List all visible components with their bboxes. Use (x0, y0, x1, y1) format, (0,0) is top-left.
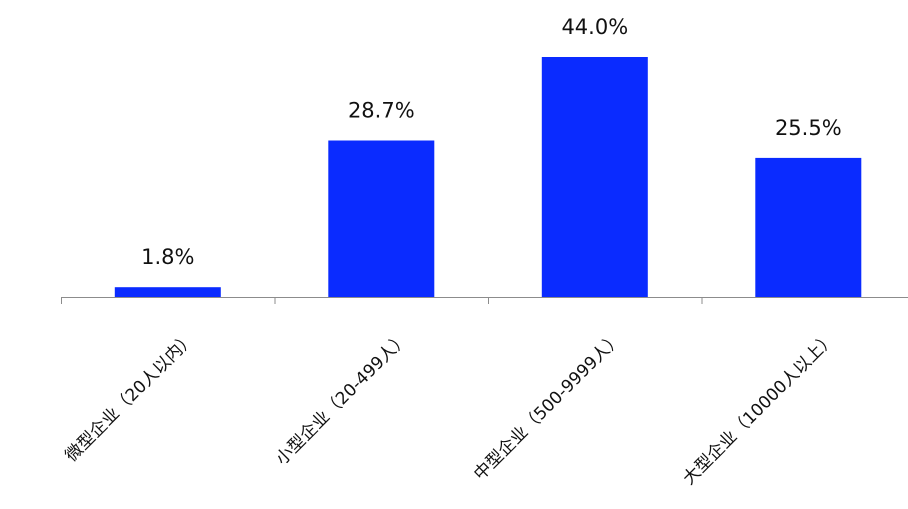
x-axis-category-label: 大型企业（10000人以上） (679, 328, 840, 489)
bar-value-label: 44.0% (561, 15, 628, 39)
x-axis-category-label: 微型企业（20人以内） (62, 328, 200, 466)
bar-value-label: 1.8% (141, 245, 194, 269)
category-labels-group: 微型企业（20人以内） 小型企业（20-499人） 中型企业（500-9999人） 大… (62, 328, 840, 489)
x-axis-category-label: 中型企业（500-9999人） (470, 328, 626, 484)
bar (114, 287, 221, 297)
bar (755, 157, 862, 297)
bar (328, 140, 435, 297)
bars-group (114, 57, 862, 297)
bar-value-label: 25.5% (775, 116, 842, 140)
x-axis-category-label: 小型企业（20-499人） (272, 328, 413, 469)
bar-value-label: 28.7% (348, 99, 415, 123)
bar (541, 57, 648, 297)
value-labels-group: 1.8% 28.7% 44.0% 25.5% (141, 15, 842, 269)
x-axis (61, 297, 908, 304)
